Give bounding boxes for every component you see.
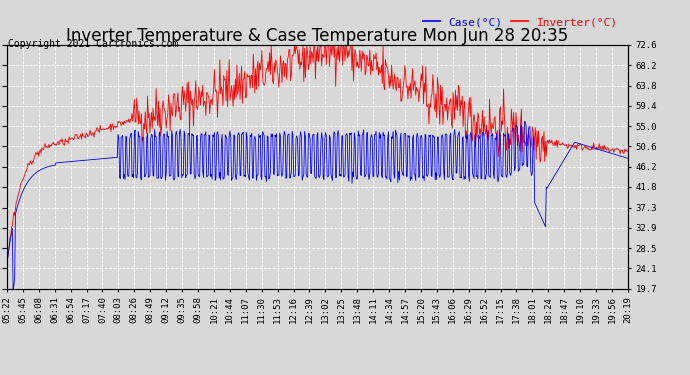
Legend: Case(°C), Inverter(°C): Case(°C), Inverter(°C) <box>418 13 622 32</box>
Title: Inverter Temperature & Case Temperature Mon Jun 28 20:35: Inverter Temperature & Case Temperature … <box>66 27 569 45</box>
Text: Copyright 2021 Cartronics.com: Copyright 2021 Cartronics.com <box>8 39 179 50</box>
